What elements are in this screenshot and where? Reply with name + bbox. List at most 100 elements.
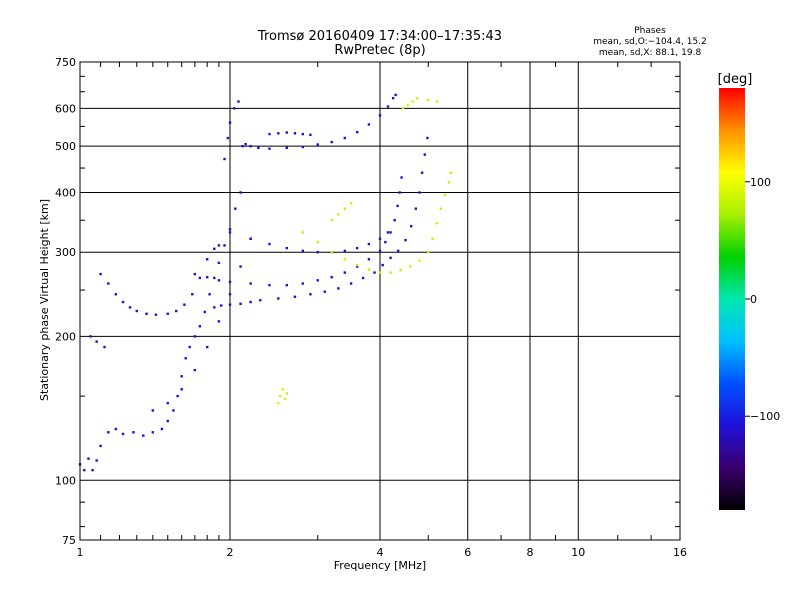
data-point: [406, 103, 410, 107]
data-point: [355, 246, 359, 250]
data-point: [316, 279, 319, 282]
data-point: [87, 457, 90, 460]
data-point: [259, 299, 262, 302]
data-point: [293, 295, 297, 299]
data-point: [393, 219, 396, 222]
data-point: [343, 249, 347, 253]
data-point: [278, 394, 282, 398]
data-point: [316, 143, 319, 146]
data-point: [89, 335, 92, 338]
data-point: [285, 246, 288, 250]
phases-title: Phases: [634, 26, 666, 36]
data-point: [226, 136, 230, 140]
colorbar-tick-label: 0: [750, 293, 757, 306]
data-point: [384, 240, 387, 244]
data-point: [418, 191, 421, 194]
data-point: [114, 427, 118, 431]
data-point: [205, 345, 209, 349]
data-point: [309, 293, 312, 296]
data-point: [193, 335, 197, 338]
data-point: [223, 244, 226, 247]
data-point: [151, 409, 155, 412]
data-point: [367, 242, 371, 246]
data-point: [404, 238, 407, 242]
data-point: [228, 121, 232, 124]
data-point: [193, 272, 197, 276]
data-point: [198, 325, 202, 328]
data-point: [239, 302, 242, 305]
data-point: [285, 131, 288, 134]
data-point: [301, 145, 305, 149]
data-point: [121, 432, 125, 436]
data-point: [128, 306, 132, 309]
x-tick-label: 6: [464, 546, 471, 559]
y-tick-label: 300: [55, 246, 76, 259]
x-tick-label: 1: [77, 546, 84, 559]
data-point: [285, 283, 288, 287]
data-point: [268, 147, 271, 150]
data-point: [355, 130, 359, 134]
data-point: [228, 293, 232, 296]
data-point: [175, 309, 178, 313]
data-point: [330, 140, 333, 144]
colorbar-label: [deg]: [718, 72, 753, 87]
data-point: [91, 468, 94, 472]
data-point: [343, 258, 347, 261]
data-point: [316, 240, 319, 244]
data-point: [323, 290, 327, 293]
data-point: [217, 261, 221, 265]
data-point: [301, 132, 305, 136]
data-point: [449, 171, 453, 174]
data-point: [233, 107, 236, 110]
data-point: [277, 401, 280, 405]
data-point: [180, 375, 183, 378]
data-point: [249, 237, 252, 241]
data-point: [191, 293, 194, 296]
data-point: [426, 136, 429, 140]
x-tick-label: 4: [377, 546, 384, 559]
data-point: [367, 268, 371, 271]
data-point: [180, 388, 183, 391]
data-point: [193, 368, 197, 372]
data-point: [219, 304, 223, 307]
data-point: [268, 242, 271, 246]
data-point: [213, 276, 216, 280]
colorbar-tick-label: 100: [750, 176, 771, 189]
data-point: [203, 310, 206, 314]
data-point: [337, 287, 340, 290]
data-point: [420, 171, 424, 174]
data-point: [249, 282, 252, 285]
data-point: [228, 231, 232, 234]
data-point: [386, 105, 390, 108]
chart-title: Tromsø 20160409 17:34:00–17:35:43: [257, 29, 502, 44]
data-point: [343, 207, 347, 210]
data-point: [337, 213, 340, 216]
data-point: [228, 303, 232, 306]
chart-subtitle: RwPretec (8p): [334, 43, 425, 58]
data-point: [301, 282, 305, 285]
phases-line-o: mean, sd,O:−104.4, 15.2: [593, 37, 707, 47]
y-tick-label: 200: [55, 330, 76, 343]
plot-frame: [79, 61, 681, 541]
data-point: [145, 312, 148, 315]
data-point: [409, 225, 413, 228]
data-point: [184, 357, 187, 360]
data-point: [301, 231, 305, 234]
data-point: [330, 275, 333, 279]
data-point: [121, 300, 125, 304]
data-point: [285, 146, 288, 150]
data-point: [316, 251, 319, 254]
phases-line-x: mean, sd,X: 88.1, 19.8: [599, 48, 702, 58]
data-point: [160, 427, 164, 431]
data-point: [99, 444, 102, 448]
data-point: [285, 392, 288, 395]
data-point: [414, 207, 418, 210]
data-point: [176, 394, 179, 398]
data-point: [172, 409, 175, 412]
data-point: [239, 265, 242, 268]
data-point: [427, 251, 430, 254]
data-point: [361, 276, 365, 280]
data-point: [386, 231, 390, 234]
data-point: [188, 345, 191, 349]
